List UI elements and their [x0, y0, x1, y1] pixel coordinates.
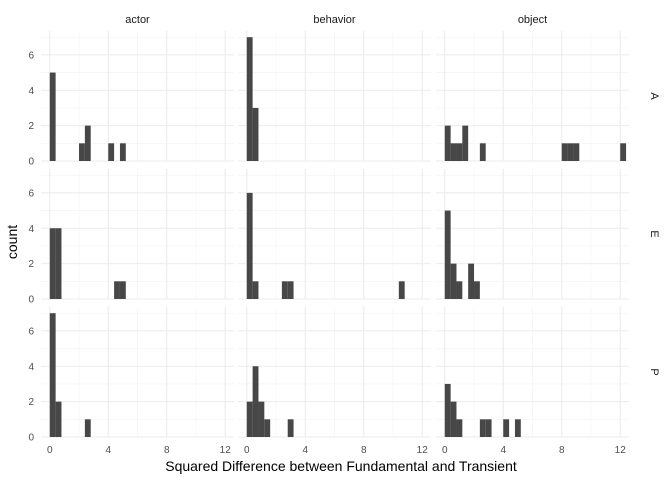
facet-panel-object-P	[436, 307, 629, 438]
histogram-bar	[119, 281, 126, 299]
histogram-bar	[620, 143, 627, 161]
histogram-bar	[462, 125, 469, 161]
y-tick-label: 2	[28, 121, 34, 132]
x-tick-label: 12	[220, 445, 232, 456]
histogram-bar	[252, 366, 259, 437]
histogram-bar	[49, 72, 56, 161]
facet-panel-behavior-E	[238, 169, 431, 300]
y-tick-label: 6	[28, 50, 34, 61]
histogram-bar	[287, 281, 294, 299]
facet-panels: actor behavior object A E P 0 2 4 6 0 2 4 6 0 2 4 6 0 4 8 12 0…	[28, 14, 660, 456]
facet-panel-behavior-A	[238, 31, 431, 162]
y-tick-label: 6	[28, 326, 34, 337]
histogram-bar	[79, 143, 85, 161]
facet-panel-actor-E	[41, 169, 234, 300]
histogram-bar	[246, 37, 253, 161]
histogram-bar	[479, 143, 486, 161]
x-tick-label: 0	[244, 445, 250, 456]
histogram-bar	[49, 313, 56, 437]
y-tick-label: 0	[28, 433, 34, 444]
x-tick-label: 0	[442, 445, 448, 456]
histogram-bar	[444, 383, 451, 437]
facet-row-label: P	[648, 368, 660, 375]
histogram-bar	[450, 263, 457, 299]
histogram-bar	[474, 281, 480, 299]
histogram-bar	[398, 281, 405, 299]
x-tick-label: 8	[559, 445, 565, 456]
histogram-bar	[84, 125, 91, 161]
histogram-bar	[252, 107, 259, 161]
histogram-bar	[485, 419, 492, 437]
x-axis-title: Squared Difference between Fundamental a…	[165, 458, 517, 474]
y-tick-label: 6	[28, 188, 34, 199]
histogram-bar	[119, 143, 126, 161]
facet-column-label: actor	[125, 14, 150, 26]
histogram-bar	[258, 401, 265, 437]
histogram-bar	[456, 419, 463, 437]
x-tick-label: 8	[361, 445, 367, 456]
histogram-bar	[287, 419, 294, 437]
facet-panel-object-E	[436, 169, 629, 300]
facet-column-label: behavior	[313, 14, 356, 26]
y-tick-label: 2	[28, 397, 34, 408]
histogram-bar	[55, 228, 62, 299]
y-tick-label: 0	[28, 295, 34, 306]
y-tick-label: 4	[28, 86, 34, 97]
y-axis-title: count	[4, 225, 20, 259]
histogram-bar	[567, 143, 574, 161]
y-tick-label: 4	[28, 224, 34, 235]
y-tick-label: 4	[28, 362, 34, 373]
histogram-bar	[468, 263, 475, 299]
x-tick-label: 12	[417, 445, 429, 456]
histogram-bar	[246, 192, 253, 299]
facet-panel-behavior-P	[238, 307, 431, 438]
x-tick-label: 4	[500, 445, 506, 456]
histogram-bar	[444, 210, 451, 299]
histogram-bar	[252, 281, 259, 299]
histogram-bar	[561, 143, 568, 161]
y-tick-label: 0	[28, 157, 34, 168]
x-tick-label: 12	[615, 445, 627, 456]
x-tick-label: 4	[302, 445, 308, 456]
x-tick-label: 4	[105, 445, 111, 456]
histogram-bar	[573, 143, 580, 161]
histogram-bar	[456, 143, 463, 161]
histogram-bar	[450, 401, 457, 437]
x-tick-label: 8	[164, 445, 170, 456]
histogram-bar	[246, 401, 253, 437]
x-tick-label: 0	[47, 445, 53, 456]
histogram-bar	[281, 281, 288, 299]
facet-row-label: A	[648, 92, 660, 100]
histogram-bar	[503, 419, 510, 437]
histogram-bar	[108, 143, 115, 161]
histogram-bar	[264, 419, 271, 437]
histogram-bar	[450, 143, 457, 161]
y-tick-label: 2	[28, 259, 34, 270]
histogram-bar	[49, 228, 56, 299]
facet-row-label: E	[648, 230, 660, 237]
facet-panel-actor-A	[41, 31, 234, 162]
histogram-bar	[456, 281, 463, 299]
histogram-bar	[444, 125, 451, 161]
histogram-bar	[514, 419, 521, 437]
facet-column-label: object	[518, 14, 547, 26]
histogram-bar	[479, 419, 486, 437]
histogram-bar	[84, 419, 91, 437]
histogram-bar	[114, 281, 120, 299]
facet-panel-actor-P	[41, 307, 234, 438]
histogram-bar	[55, 401, 62, 437]
